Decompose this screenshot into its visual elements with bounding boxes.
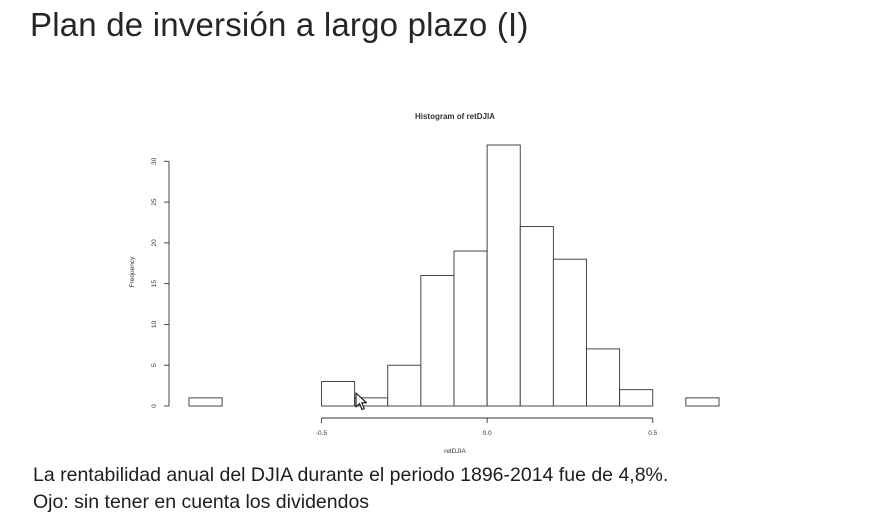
y-axis-tick-label: 30 (151, 157, 158, 165)
x-axis-tick-label: 0.0 (483, 430, 492, 437)
y-axis-tick-label: 10 (151, 320, 158, 328)
histogram-chart: Histogram of retDJIA -0.5 0.0 0.5 0 5 10 15 20… (129, 112, 720, 455)
y-axis-label: Frequency (129, 256, 136, 287)
x-axis: -0.5 0.0 0.5 (316, 417, 658, 437)
histogram-bar (387, 364, 422, 407)
histogram-bar (519, 226, 554, 407)
y-axis: 0 5 10 15 20 25 30 (151, 157, 170, 408)
slide-title: Plan de inversión a largo plazo (I) (30, 6, 529, 43)
histogram-bar (321, 381, 356, 407)
histogram-bar (685, 397, 720, 407)
histogram-bar (420, 275, 455, 407)
histogram-bar (188, 397, 223, 407)
mouse-pointer-icon (355, 392, 368, 411)
x-axis-tick-label: 0.5 (648, 430, 657, 437)
histogram-bar (486, 144, 521, 407)
histogram-bar (453, 250, 488, 407)
y-axis-tick-label: 20 (151, 239, 158, 247)
histogram-bars (188, 144, 720, 407)
y-axis-tick-label: 25 (151, 198, 158, 206)
y-axis-tick-label: 15 (151, 280, 158, 288)
chart-title: Histogram of retDJIA (415, 112, 495, 121)
x-axis-label: retDJIA (444, 448, 466, 455)
caption-line-1: La rentabilidad anual del DJIA durante e… (33, 464, 669, 486)
slide-caption: La rentabilidad anual del DJIA durante e… (33, 462, 668, 516)
histogram-bar (619, 389, 654, 407)
histogram-bar (586, 348, 621, 407)
y-axis-tick-label: 5 (151, 363, 158, 367)
caption-line-2: Ojo: sin tener en cuenta los dividendos (33, 491, 370, 513)
y-axis-tick-label: 0 (151, 404, 158, 408)
histogram-bar (552, 258, 587, 407)
x-axis-tick-label: -0.5 (316, 430, 328, 437)
